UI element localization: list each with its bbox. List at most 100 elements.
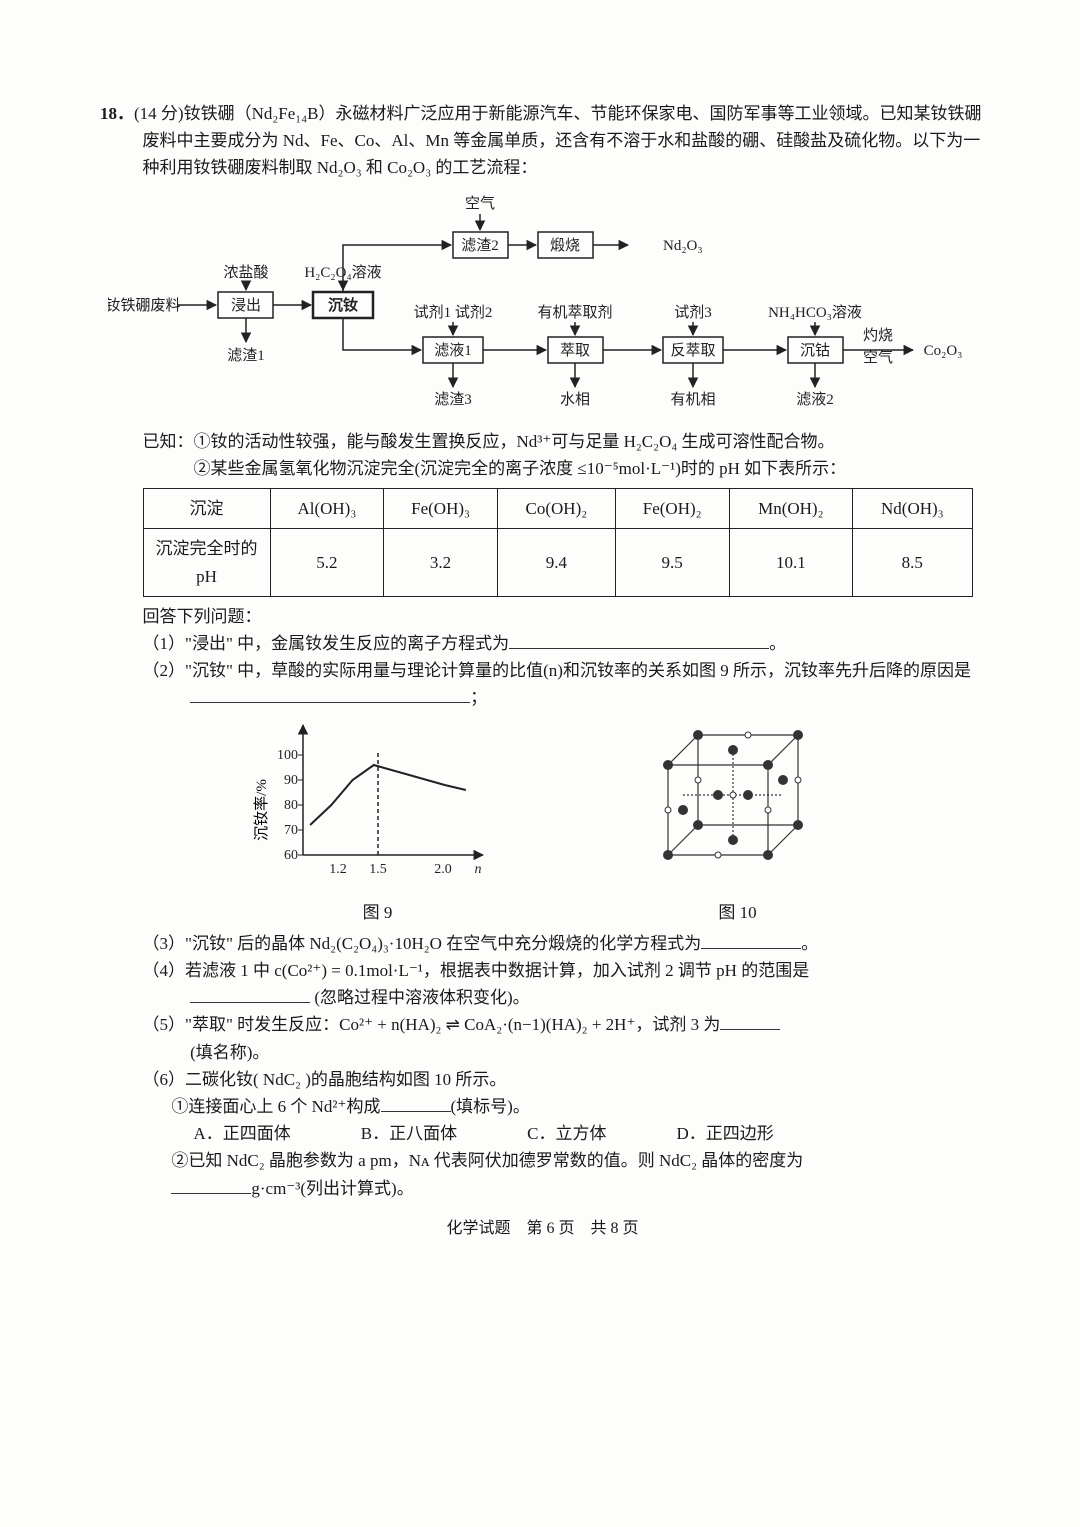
options-row: A．正四面体 B．正八面体 C．立方体 D．正四边形 bbox=[194, 1120, 986, 1147]
blank bbox=[701, 931, 801, 949]
page-footer: 化学试题 第 6 页 共 8 页 bbox=[100, 1216, 985, 1242]
svg-text:萃取: 萃取 bbox=[559, 342, 589, 359]
svg-text:2.0: 2.0 bbox=[434, 862, 452, 877]
svg-text:滤渣1: 滤渣1 bbox=[227, 347, 265, 364]
p3-text: （3）"沉钕" 后的晶体 Nd₂(C₂O₄)₃·10H₂O 在空气中充分煅烧的化… bbox=[143, 934, 702, 953]
blank bbox=[509, 631, 769, 649]
ph-table: 沉淀 Al(OH)₃ Fe(OH)₃ Co(OH)₂ Fe(OH)₂ Mn(OH… bbox=[143, 488, 973, 597]
svg-text:钕铁硼废料: 钕铁硼废料 bbox=[108, 297, 181, 314]
blank bbox=[720, 1012, 780, 1030]
svg-text:水相: 水相 bbox=[559, 391, 589, 408]
p2-text: （2）"沉钕" 中，草酸的实际用量与理论计算量的比值(n)和沉钕率的关系如图 9… bbox=[143, 661, 971, 680]
td: 9.4 bbox=[497, 529, 615, 596]
part-6: （6）二碳化钕( NdC₂ )的晶胞结构如图 10 所示。 bbox=[143, 1066, 986, 1093]
option-b: B．正八面体 bbox=[361, 1120, 457, 1147]
svg-text:有机相: 有机相 bbox=[670, 391, 715, 408]
svg-text:煅烧: 煅烧 bbox=[549, 237, 579, 254]
p6-1-text: ①连接面心上 6 个 Nd²⁺构成 bbox=[171, 1097, 380, 1116]
svg-text:试剂1 试剂2: 试剂1 试剂2 bbox=[413, 304, 492, 321]
td: Fe(OH)₃ bbox=[384, 489, 498, 529]
svg-text:Co₂O₃: Co₂O₃ bbox=[923, 343, 962, 359]
q-number: 18． bbox=[100, 104, 134, 123]
part-2: （2）"沉钕" 中，草酸的实际用量与理论计算量的比值(n)和沉钕率的关系如图 9… bbox=[143, 657, 986, 711]
svg-text:沉钴: 沉钴 bbox=[799, 342, 829, 359]
question-stem: 18．(14 分)钕铁硼（Nd₂Fe₁₄B）永磁材料广泛应用于新能源汽车、节能环… bbox=[143, 100, 986, 182]
svg-text:90: 90 bbox=[284, 773, 298, 788]
p2-end: ； bbox=[470, 688, 487, 707]
part-5: （5）"萃取" 时发生反应：Co²⁺ + n(HA)₂ ⇌ CoA₂·(n−1)… bbox=[143, 1011, 986, 1065]
svg-text:试剂3: 试剂3 bbox=[674, 304, 712, 321]
figure-row: 60 70 80 90 100 1.2 1.5 2.0 n 沉钕率/% bbox=[100, 715, 985, 925]
p5-end: (填名称)。 bbox=[190, 1043, 269, 1062]
svg-text:空气: 空气 bbox=[464, 195, 494, 212]
td: 8.5 bbox=[853, 529, 972, 596]
blank bbox=[190, 685, 470, 703]
p1-end: 。 bbox=[769, 634, 786, 653]
p6-2-end: g·cm⁻³(列出计算式)。 bbox=[251, 1179, 413, 1198]
p5-text: （5）"萃取" 时发生反应：Co²⁺ + n(HA)₂ ⇌ CoA₂·(n−1)… bbox=[143, 1015, 721, 1034]
known-1: ①钕的活动性较强，能与酸发生置换反应，Nd³⁺可与足量 H₂C₂O₄ 生成可溶性… bbox=[194, 432, 835, 451]
part-6-1: ①连接面心上 6 个 Nd²⁺构成 (填标号)。 bbox=[171, 1093, 985, 1120]
option-d: D．正四边形 bbox=[676, 1120, 773, 1147]
blank bbox=[171, 1176, 251, 1194]
table-row: 沉淀 Al(OH)₃ Fe(OH)₃ Co(OH)₂ Fe(OH)₂ Mn(OH… bbox=[143, 489, 972, 529]
th-ph: 沉淀完全时的pH bbox=[143, 529, 270, 596]
td: 10.1 bbox=[729, 529, 853, 596]
svg-text:空气: 空气 bbox=[862, 349, 892, 366]
svg-text:60: 60 bbox=[284, 848, 298, 863]
svg-text:70: 70 bbox=[284, 823, 298, 838]
svg-text:Nd₂O₃: Nd₂O₃ bbox=[663, 238, 703, 254]
p4-end: (忽略过程中溶液体积变化)。 bbox=[314, 988, 529, 1007]
known-2-wrap: ②某些金属氢氧化物沉淀完全(沉淀完全的离子浓度 ≤10⁻⁵mol·L⁻¹)时的 … bbox=[143, 455, 986, 482]
td: Al(OH)₃ bbox=[270, 489, 384, 529]
figure-9: 60 70 80 90 100 1.2 1.5 2.0 n 沉钕率/% bbox=[248, 715, 508, 925]
p6-1-end: (填标号)。 bbox=[451, 1097, 530, 1116]
svg-text:n: n bbox=[474, 862, 481, 877]
svg-text:80: 80 bbox=[284, 798, 298, 813]
option-c: C．立方体 bbox=[527, 1120, 606, 1147]
svg-text:沉钕率/%: 沉钕率/% bbox=[253, 780, 270, 842]
known-label: 已知： bbox=[143, 432, 194, 451]
p6-2-text: ②已知 NdC₂ 晶胞参数为 a pm，Nᴀ 代表阿伏加德罗常数的值。则 NdC… bbox=[171, 1151, 803, 1170]
svg-text:H₂C₂O₄溶液: H₂C₂O₄溶液 bbox=[304, 264, 381, 281]
svg-text:1.2: 1.2 bbox=[329, 862, 347, 877]
p6-text: （6）二碳化钕( NdC₂ )的晶胞结构如图 10 所示。 bbox=[143, 1070, 507, 1089]
th-precip: 沉淀 bbox=[143, 489, 270, 529]
p3-end: 。 bbox=[801, 934, 818, 953]
svg-text:沉钕: 沉钕 bbox=[327, 296, 357, 314]
svg-text:浓盐酸: 浓盐酸 bbox=[223, 264, 268, 281]
figure-10: 图 10 bbox=[638, 715, 838, 925]
part-3: （3）"沉钕" 后的晶体 Nd₂(C₂O₄)₃·10H₂O 在空气中充分煅烧的化… bbox=[143, 930, 986, 957]
table-row: 沉淀完全时的pH 5.2 3.2 9.4 9.5 10.1 8.5 bbox=[143, 529, 972, 596]
svg-text:滤渣2: 滤渣2 bbox=[461, 237, 499, 254]
svg-text:浸出: 浸出 bbox=[230, 297, 260, 314]
stem-text: 钕铁硼（Nd₂Fe₁₄B）永磁材料广泛应用于新能源汽车、节能环保家电、国防军事等… bbox=[143, 104, 982, 177]
td: Co(OH)₂ bbox=[497, 489, 615, 529]
part-6-2: ②已知 NdC₂ 晶胞参数为 a pm，Nᴀ 代表阿伏加德罗常数的值。则 NdC… bbox=[171, 1147, 985, 1201]
part-1: （1）"浸出" 中，金属钕发生反应的离子方程式为 。 bbox=[143, 630, 986, 657]
process-flowchart: 空气 浓盐酸 H₂C₂O₄溶液 滤渣2 煅烧 Nd₂O₃ 钕铁硼废料 浸出 沉钕… bbox=[100, 192, 985, 420]
td: 9.5 bbox=[615, 529, 729, 596]
p4-text: （4）若滤液 1 中 c(Co²⁺) = 0.1mol·L⁻¹，根据表中数据计算… bbox=[143, 961, 810, 980]
svg-text:100: 100 bbox=[277, 748, 298, 763]
td: Mn(OH)₂ bbox=[729, 489, 853, 529]
td: 5.2 bbox=[270, 529, 384, 596]
known-lead: 已知：①钕的活动性较强，能与酸发生置换反应，Nd³⁺可与足量 H₂C₂O₄ 生成… bbox=[143, 428, 986, 455]
fig9-label: 图 9 bbox=[248, 899, 508, 926]
option-a: A．正四面体 bbox=[194, 1120, 291, 1147]
svg-text:有机萃取剂: 有机萃取剂 bbox=[537, 304, 612, 321]
svg-text:1.5: 1.5 bbox=[369, 862, 387, 877]
part-4: （4）若滤液 1 中 c(Co²⁺) = 0.1mol·L⁻¹，根据表中数据计算… bbox=[143, 957, 986, 1011]
known-2: ②某些金属氢氧化物沉淀完全(沉淀完全的离子浓度 ≤10⁻⁵mol·L⁻¹)时的 … bbox=[194, 459, 847, 478]
fig10-label: 图 10 bbox=[638, 899, 838, 926]
p1-text: （1）"浸出" 中，金属钕发生反应的离子方程式为 bbox=[143, 634, 510, 653]
svg-text:滤液2: 滤液2 bbox=[796, 391, 834, 408]
svg-text:滤液1: 滤液1 bbox=[434, 342, 472, 359]
blank bbox=[190, 985, 310, 1003]
td: 3.2 bbox=[384, 529, 498, 596]
td: Nd(OH)₃ bbox=[853, 489, 972, 529]
td: Fe(OH)₂ bbox=[615, 489, 729, 529]
blank bbox=[381, 1094, 451, 1112]
answer-lead: 回答下列问题： bbox=[143, 603, 986, 630]
svg-text:NH₄HCO₃溶液: NH₄HCO₃溶液 bbox=[768, 304, 862, 321]
